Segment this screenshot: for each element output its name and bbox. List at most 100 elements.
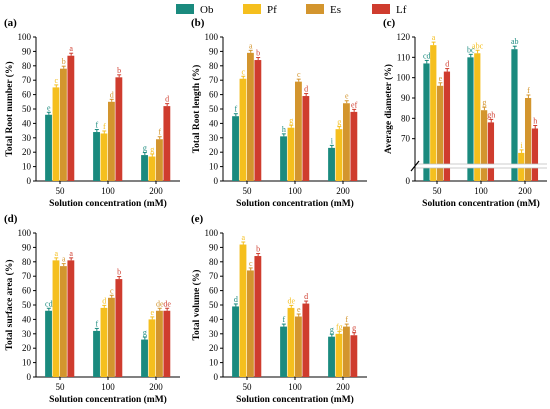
- y-axis-title: Total Root length (%): [191, 65, 202, 154]
- y-axis-title: Total surface area (%): [4, 259, 15, 350]
- y-tick-label: 20: [22, 343, 32, 353]
- bar-lf: [302, 303, 310, 377]
- x-tick-label: 100: [101, 382, 115, 392]
- bar-pf: [335, 129, 343, 181]
- bar-lf: [487, 122, 495, 181]
- y-tick-label: 30: [22, 133, 32, 143]
- bar-ob: [45, 310, 52, 377]
- significance-letter: g: [352, 324, 356, 333]
- significance-letter: b: [62, 57, 66, 66]
- y-axis-title: Total Root number (%): [4, 61, 15, 156]
- significance-letter: b: [256, 49, 260, 58]
- bar-pf: [148, 156, 156, 181]
- y-tick-label: 100: [205, 32, 219, 42]
- significance-letter: g: [143, 328, 147, 337]
- bar-es: [343, 103, 350, 181]
- y-tick-label: 30: [209, 329, 219, 339]
- y-tick-label: 80: [22, 257, 32, 267]
- bar-lf: [163, 106, 171, 181]
- significance-letter: de: [163, 299, 171, 308]
- bar-ob: [141, 155, 148, 181]
- x-tick-label: 200: [149, 382, 163, 392]
- x-tick-label: 50: [433, 186, 443, 196]
- y-tick-label: 20: [209, 147, 219, 157]
- x-tick-label: 50: [56, 186, 66, 196]
- bar-pf: [474, 53, 481, 182]
- y-axis-title: Average diameter (%): [383, 64, 394, 154]
- y-tick-label: 20: [209, 343, 219, 353]
- significance-letter: f: [158, 128, 161, 137]
- bar-pf: [287, 307, 295, 377]
- significance-letter: f: [96, 319, 99, 328]
- y-tick-label: 60: [209, 90, 219, 100]
- y-tick-label: 10: [209, 162, 219, 172]
- y-tick-label: 40: [22, 118, 32, 128]
- y-tick-label: 70: [22, 271, 32, 281]
- significance-letter: i: [520, 141, 523, 150]
- significance-letter: g: [289, 116, 293, 125]
- y-tick-label: 0: [214, 176, 219, 186]
- bar-pf: [239, 244, 247, 377]
- y-tick-label: 90: [22, 242, 32, 252]
- significance-letter: a: [69, 44, 73, 53]
- significance-letter: d: [304, 292, 308, 301]
- bar-lf: [254, 256, 262, 377]
- y-tick-label: 70: [209, 271, 219, 281]
- significance-letter: ab: [511, 37, 519, 46]
- bar-es: [343, 326, 350, 377]
- bar-ob: [45, 114, 52, 181]
- y-tick-label: 90: [209, 46, 219, 56]
- panel-b: 010203040506070809010050fcab100hgcd200ig…: [191, 17, 367, 209]
- significance-letter: a: [249, 41, 253, 50]
- bar-pf: [100, 307, 108, 377]
- axis-break-mark: [410, 160, 420, 172]
- legend-swatch-lf: [372, 4, 390, 14]
- significance-letter: f: [345, 315, 348, 324]
- bar-es: [60, 266, 67, 377]
- y-tick-label: 80: [209, 61, 219, 71]
- legend-swatch-pf: [243, 4, 261, 14]
- bar-lf: [67, 55, 75, 181]
- bar-es: [108, 297, 115, 377]
- x-tick-label: 200: [336, 382, 350, 392]
- y-tick-label: 50: [209, 300, 219, 310]
- y-tick-label: 20: [22, 147, 32, 157]
- significance-letter: d: [110, 90, 114, 99]
- x-tick-label: 50: [56, 382, 66, 392]
- bar-ob: [93, 330, 100, 377]
- bar-lf: [443, 71, 451, 181]
- y-tick-label: 70: [209, 75, 219, 85]
- significance-letter: cd: [45, 299, 53, 308]
- bar-es: [156, 310, 163, 377]
- significance-letter: f: [235, 105, 238, 114]
- bar-lf: [163, 310, 171, 377]
- significance-letter: d: [445, 60, 449, 69]
- x-tick-label: 200: [336, 186, 350, 196]
- bar-es: [247, 270, 254, 377]
- x-tick-label: 200: [149, 186, 163, 196]
- significance-letter: fg: [336, 322, 343, 331]
- significance-letter: b: [117, 268, 121, 277]
- bar-es: [481, 110, 488, 181]
- significance-letter: f: [96, 121, 99, 130]
- significance-letter: a: [241, 233, 245, 242]
- y-tick-label: 60: [209, 286, 219, 296]
- bar-pf: [239, 78, 247, 181]
- bar-lf: [531, 128, 539, 181]
- significance-letter: h: [282, 125, 286, 134]
- legend-label-lf: Lf: [396, 4, 407, 16]
- significance-letter: d: [102, 296, 106, 305]
- bar-lf: [67, 260, 75, 377]
- significance-letter: c: [54, 76, 58, 85]
- bar-pf: [52, 260, 60, 377]
- axis-break-band: [416, 164, 548, 168]
- y-tick-label: 100: [205, 228, 219, 238]
- y-tick-label: 60: [22, 90, 32, 100]
- y-tick-label: 120: [397, 32, 411, 42]
- y-tick-label: 50: [209, 104, 219, 114]
- bar-pf: [52, 87, 60, 181]
- bar-ob: [280, 136, 287, 181]
- x-axis-title: Solution concentration (mM): [236, 198, 354, 209]
